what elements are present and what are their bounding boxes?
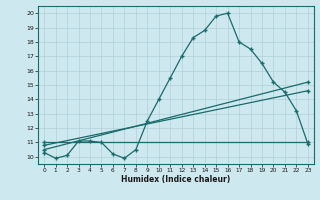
X-axis label: Humidex (Indice chaleur): Humidex (Indice chaleur) bbox=[121, 175, 231, 184]
